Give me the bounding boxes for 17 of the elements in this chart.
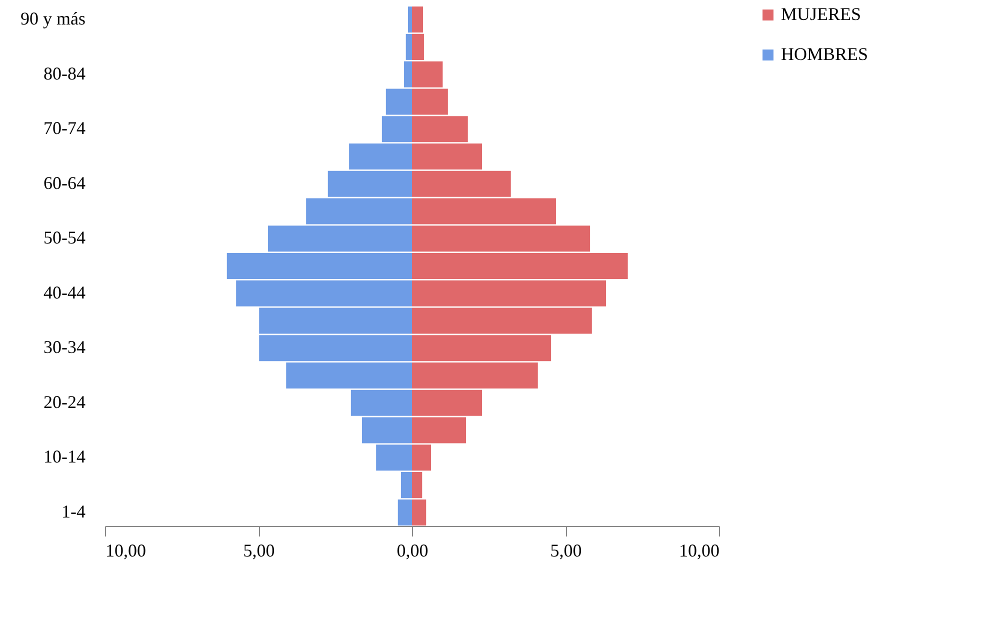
x-tick-label: 0,00 — [396, 540, 428, 560]
y-tick-label: 50-54 — [44, 228, 86, 248]
x-tick-label: 10,00 — [106, 540, 146, 560]
legend-label: HOMBRES — [781, 44, 868, 64]
y-tick-label: 90 y más — [20, 8, 86, 29]
y-tick-label: 20-24 — [44, 392, 86, 412]
y-tick-label: 40-44 — [44, 282, 86, 302]
y-tick-label: 1-4 — [62, 501, 86, 522]
y-tick-label: 60-64 — [44, 172, 86, 193]
legend-label: MUJERES — [781, 4, 862, 24]
y-tick-label: 80-84 — [44, 63, 86, 84]
y-tick-label: 70-74 — [44, 118, 86, 138]
x-tick-label: 10,00 — [679, 540, 720, 560]
x-tick-label: 5,00 — [550, 540, 582, 560]
x-tick-label: 5,00 — [243, 540, 275, 560]
y-tick-label: 10-14 — [44, 446, 86, 467]
y-tick-label: 30-34 — [44, 337, 86, 358]
